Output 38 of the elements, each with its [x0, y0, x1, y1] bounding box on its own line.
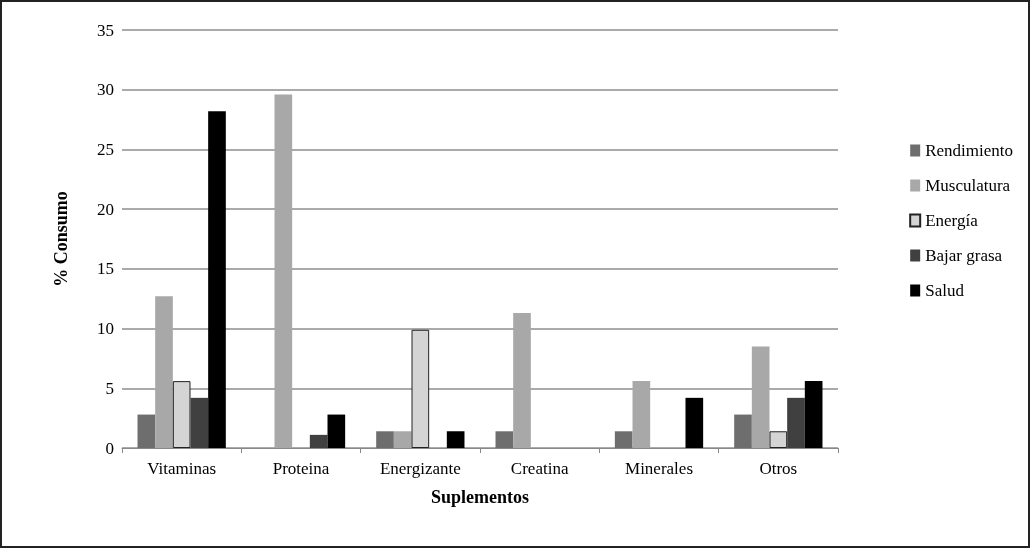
y-tick-label: 25: [97, 139, 114, 159]
legend-label: Energía: [925, 211, 979, 230]
bar: [208, 111, 226, 448]
bar: [685, 397, 704, 448]
bar: [769, 431, 788, 448]
x-tick-label: Creatina: [510, 459, 569, 478]
y-tick-label: 5: [105, 378, 114, 398]
x-tick-label: Energizante: [379, 459, 461, 478]
bar: [376, 431, 394, 448]
x-axis-title: Suplementos: [430, 487, 530, 507]
y-tick-label: 30: [97, 80, 114, 100]
bar: [137, 414, 156, 448]
y-tick-label: 35: [97, 20, 114, 40]
bar: [393, 431, 412, 448]
x-tick-label: Otros: [759, 459, 798, 478]
bar: [787, 397, 805, 448]
bar: [327, 414, 346, 448]
bar: [446, 431, 465, 448]
bar: [804, 381, 823, 448]
legend-label: Salud: [925, 281, 965, 300]
y-tick-label: 10: [97, 319, 114, 339]
bar: [614, 431, 633, 448]
legend-label: Musculatura: [925, 176, 1011, 195]
y-axis-title: % Consumo: [51, 191, 71, 287]
x-tick-label: Minerales: [625, 459, 693, 478]
bar: [495, 431, 514, 448]
x-tick-label: Vitaminas: [147, 459, 217, 478]
bar: [172, 381, 191, 448]
y-tick-label: 0: [105, 438, 114, 458]
legend-label: Rendimiento: [925, 141, 1014, 160]
x-tick-label: Proteina: [272, 459, 330, 478]
y-tick-label: 20: [97, 199, 114, 219]
bar: [411, 329, 430, 448]
legend-label: Bajar grasa: [925, 246, 1003, 265]
bar: [734, 414, 752, 448]
bar: [190, 397, 209, 448]
bar: [309, 434, 328, 448]
y-tick-label: 15: [97, 259, 114, 279]
